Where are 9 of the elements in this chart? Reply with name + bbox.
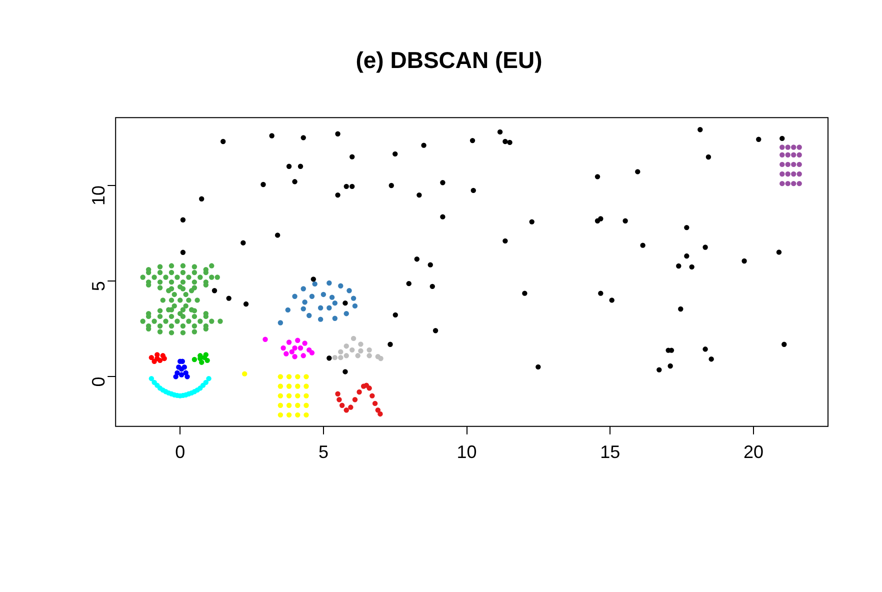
x-tick-label: 5 [318,442,328,462]
x-tick-label: 20 [743,442,764,462]
x-tick-label: 10 [456,442,477,462]
y-tick-label: 5 [88,281,109,292]
chart-title: (e) DBSCAN (EU) [356,47,542,74]
y-tick-label: 0 [88,376,109,387]
y-tick-label: 10 [88,185,109,206]
x-tick-label: 15 [600,442,620,462]
x-tick-label: 0 [175,442,186,462]
